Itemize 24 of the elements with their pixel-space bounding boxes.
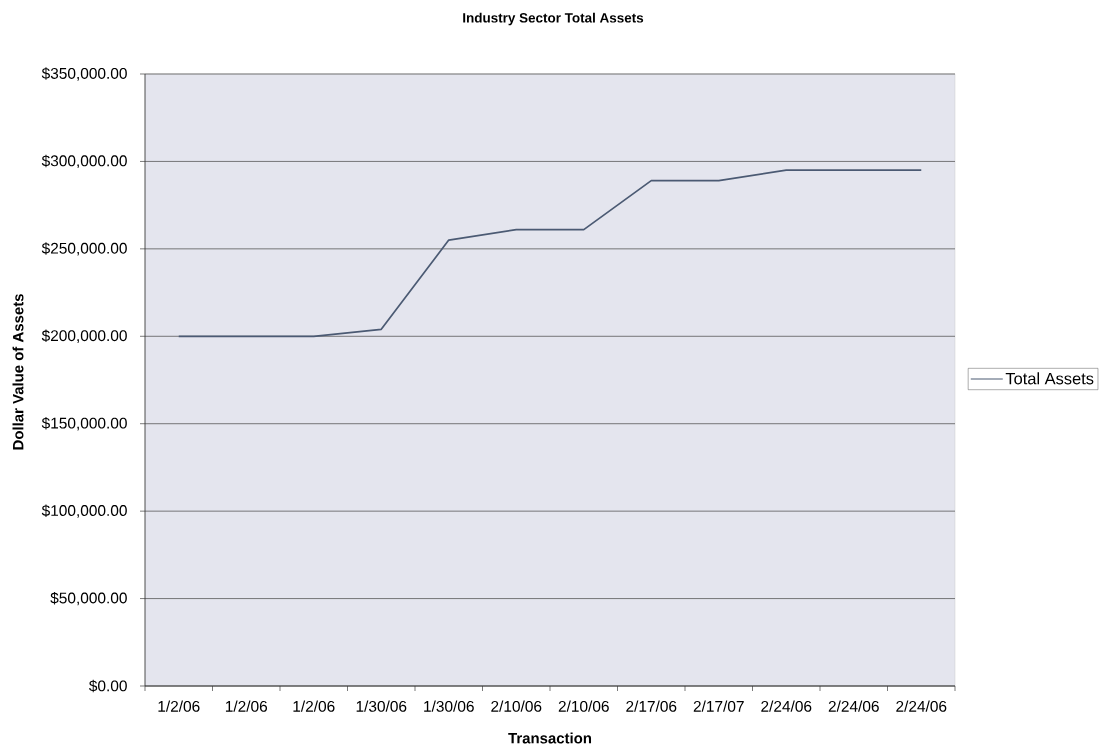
y-tick-label: $150,000.00	[41, 417, 127, 431]
y-tick-label: $50,000.00	[50, 591, 127, 606]
x-tick-label: 2/10/06	[558, 700, 609, 712]
chart-title: Industry Sector Total Assets	[463, 12, 644, 26]
x-tick-label: 1/30/06	[424, 700, 474, 712]
y-tick-label: $100,000.00	[41, 504, 127, 518]
x-tick-label: 2/10/06	[491, 700, 542, 712]
x-tick-label: 1/2/06	[293, 700, 335, 712]
y-axis-title: Dollar Value of Assets	[12, 294, 24, 450]
y-tick-label: $300,000.00	[41, 154, 127, 169]
y-tick-label: $350,000.00	[41, 67, 127, 81]
x-tick-label: 1/30/06	[356, 700, 407, 712]
x-tick-label: 1/2/06	[225, 700, 268, 712]
x-tick-label: 1/2/06	[158, 700, 200, 712]
x-axis-title: Transaction	[508, 732, 592, 744]
x-tick-label: 2/24/06	[828, 700, 879, 712]
legend-label: Total Assets	[1005, 372, 1094, 385]
x-tick-label: 2/24/06	[896, 700, 947, 712]
y-tick-label: $200,000.00	[41, 329, 127, 343]
y-tick-label: $0.00	[89, 679, 127, 693]
y-tick-label: $250,000.00	[41, 242, 127, 256]
x-tick-label: 2/17/07	[693, 700, 744, 712]
x-tick-label: 2/24/06	[761, 700, 812, 712]
x-tick-label: 2/17/06	[626, 700, 677, 712]
